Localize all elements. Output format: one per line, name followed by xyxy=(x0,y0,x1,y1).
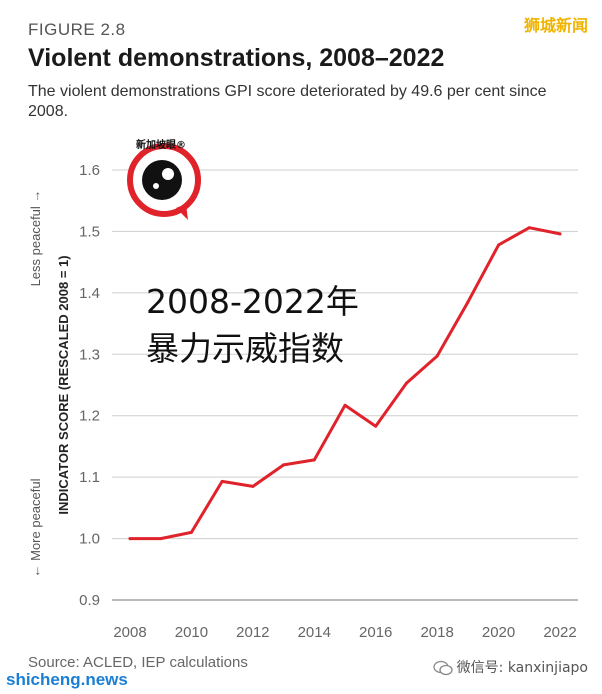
data-point xyxy=(435,354,439,358)
data-point xyxy=(251,484,255,488)
x-tick-label: 2012 xyxy=(236,624,269,641)
overlay-line-2: 暴力示威指数 xyxy=(146,329,344,368)
wechat-icon xyxy=(433,660,453,676)
data-point xyxy=(159,537,163,541)
data-point xyxy=(404,381,408,385)
grid-lines xyxy=(112,169,578,601)
y-tick-label: 1.1 xyxy=(79,469,100,486)
figure-label: FIGURE 2.8 xyxy=(28,20,126,39)
y-tick-label: 1.4 xyxy=(79,285,100,302)
wechat-id: 微信号: kanxinjiapo xyxy=(456,660,588,676)
y-tick-label: 1.0 xyxy=(79,531,100,548)
data-point xyxy=(189,530,193,534)
y-tick-label: 1.5 xyxy=(79,223,100,240)
x-tick-label: 2020 xyxy=(482,624,515,641)
data-point xyxy=(374,424,378,428)
y-tick-labels: 0.9 1.0 1.1 1.2 1.3 1.4 1.5 1.6 xyxy=(79,162,100,609)
watermark-top-right: 狮城新闻 xyxy=(523,16,588,35)
series-lines xyxy=(128,226,562,541)
news-logo xyxy=(124,134,206,222)
x-tick-label: 2014 xyxy=(298,624,331,641)
data-point xyxy=(343,403,347,407)
y-axis-title: INDICATOR SCORE (RESCALED 2008 = 1) xyxy=(56,255,71,514)
data-point xyxy=(282,463,286,467)
watermark-bottom-right: 微信号: kanxinjiapo xyxy=(433,657,588,677)
chart-subtitle: The violent demonstrations GPI score det… xyxy=(28,83,547,120)
data-point xyxy=(312,458,316,462)
watermark-bottom-left: shicheng.news xyxy=(6,670,128,689)
y-tick-label: 1.6 xyxy=(79,162,100,179)
x-tick-label: 2010 xyxy=(175,624,208,641)
chart-title: Violent demonstrations, 2008–2022 xyxy=(28,44,445,72)
y-axis-top-label: Less peaceful → xyxy=(28,190,43,287)
overlay-line-1: 2008-2022年 xyxy=(146,282,359,321)
x-tick-label: 2016 xyxy=(359,624,392,641)
series-line xyxy=(128,226,562,541)
y-tick-label: 1.3 xyxy=(79,346,100,363)
x-tick-label: 2022 xyxy=(543,624,576,641)
data-point xyxy=(497,243,501,247)
data-point xyxy=(128,537,132,541)
y-axis-labels: INDICATOR SCORE (RESCALED 2008 = 1) Less … xyxy=(28,190,71,578)
x-tick-label: 2008 xyxy=(113,624,146,641)
x-tick-labels: 2008 2010 2012 2014 2016 2018 2020 2022 xyxy=(113,624,576,641)
overlay-caption: 2008-2022年 暴力示威指数 xyxy=(146,278,359,372)
y-axis-bottom-label: ← More peaceful xyxy=(28,478,43,577)
data-point xyxy=(220,479,224,483)
logo-text: 新加坡眼® xyxy=(136,140,186,151)
source-note: Source: ACLED, IEP calculations xyxy=(28,654,248,671)
data-point xyxy=(558,232,562,236)
y-tick-label: 0.9 xyxy=(79,592,100,609)
data-point xyxy=(466,300,470,304)
y-tick-label: 1.2 xyxy=(79,408,100,425)
x-tick-label: 2018 xyxy=(420,624,453,641)
data-point xyxy=(527,226,531,230)
